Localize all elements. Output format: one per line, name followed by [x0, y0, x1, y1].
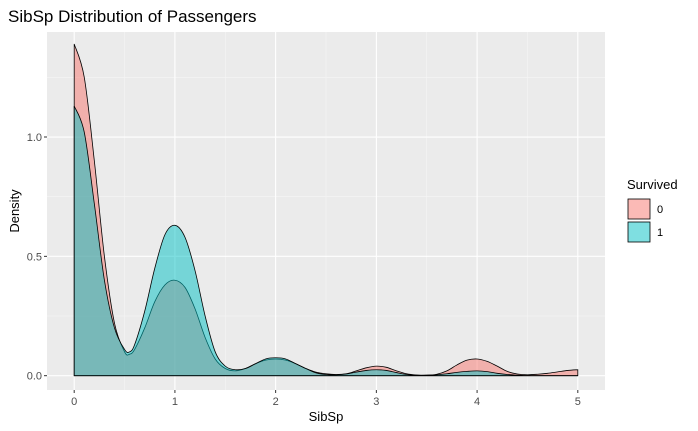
x-tick-label: 0 [71, 396, 77, 408]
x-axis-ticks: 0 1 2 3 4 5 [71, 390, 581, 408]
x-tick-label: 5 [575, 396, 581, 408]
legend: Survived 0 1 [627, 177, 678, 243]
x-tick-label: 2 [273, 396, 279, 408]
y-tick-label: 0.0 [27, 371, 42, 383]
x-tick-label: 3 [373, 396, 379, 408]
y-tick-label: 1.0 [27, 132, 42, 144]
legend-label-0: 0 [657, 204, 663, 216]
x-axis-title: SibSp [309, 409, 344, 424]
legend-label-1: 1 [657, 227, 663, 239]
legend-title: Survived [627, 177, 678, 192]
y-axis-title: Density [7, 189, 22, 233]
y-tick-label: 0.5 [27, 251, 42, 263]
y-axis-ticks: 0.0 0.5 1.0 [27, 132, 47, 383]
legend-key-1 [627, 221, 651, 243]
x-tick-label: 1 [172, 396, 178, 408]
density-areas [73, 43, 579, 377]
density-area-survived-1 [73, 105, 578, 377]
x-tick-label: 4 [474, 396, 480, 408]
chart-title: SibSp Distribution of Passengers [8, 7, 257, 26]
legend-key-0 [627, 198, 651, 220]
